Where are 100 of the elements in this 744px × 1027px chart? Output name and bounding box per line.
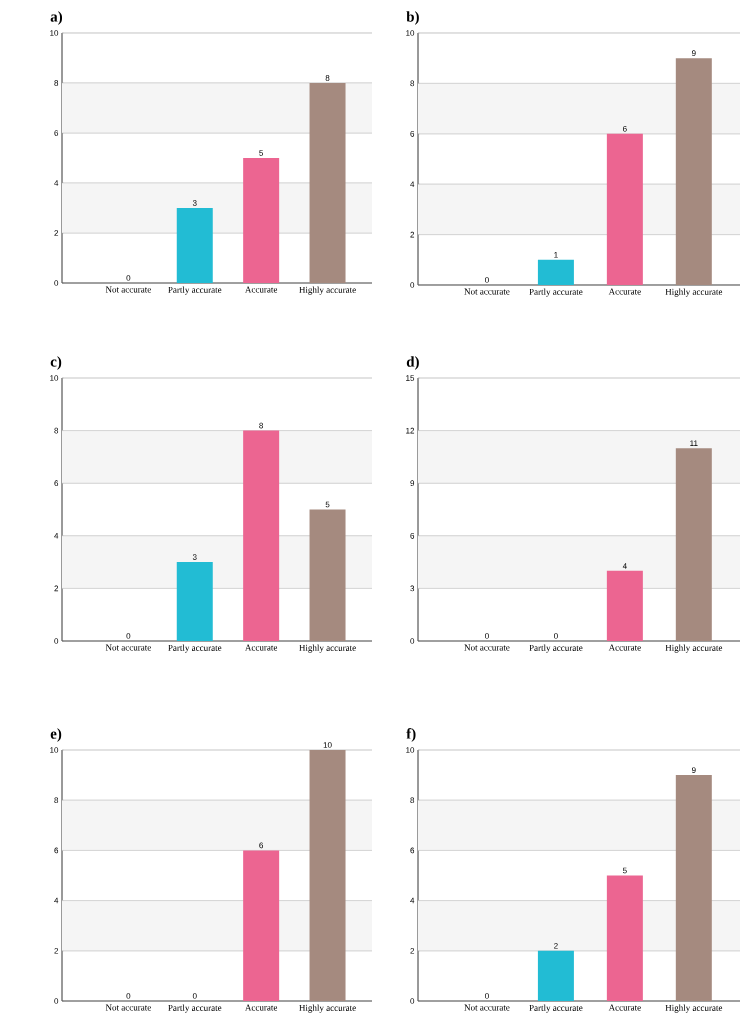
y-tick-label: 6 <box>410 847 415 854</box>
bar <box>675 775 712 1002</box>
x-tick-label: Highly accurate <box>665 1004 723 1013</box>
y-tick-label: 8 <box>54 80 59 86</box>
bar <box>309 83 346 283</box>
chart-title: d) <box>406 356 419 370</box>
x-tick-label: Highly accurate <box>299 1004 356 1013</box>
y-tick-label: 8 <box>54 797 59 804</box>
data-label: 6 <box>259 842 264 849</box>
y-tick-label: 0 <box>54 998 59 1004</box>
y-tick-label: 10 <box>50 30 59 36</box>
x-tick-label: Not accurate <box>105 286 151 293</box>
data-label: 6 <box>623 125 627 132</box>
bar <box>537 950 574 1002</box>
bar <box>243 430 280 642</box>
y-tick-label: 6 <box>54 847 59 854</box>
x-tick-label: Not accurate <box>105 644 151 651</box>
y-tick-label: 2 <box>54 230 59 236</box>
y-tick-label: 4 <box>410 897 415 904</box>
x-tick-label: Not accurate <box>464 644 510 651</box>
y-tick-label: 6 <box>410 130 415 137</box>
data-label: 8 <box>325 75 330 81</box>
bar <box>176 208 213 283</box>
data-label: 0 <box>485 633 489 639</box>
data-label: 0 <box>126 993 131 999</box>
x-tick-label: Not accurate <box>464 288 510 295</box>
data-label: 2 <box>554 943 558 949</box>
data-label: 11 <box>690 440 698 446</box>
data-label: 4 <box>622 563 627 569</box>
x-tick-label: Accurate <box>608 288 641 295</box>
y-tick-label: 10 <box>406 747 415 753</box>
y-tick-label: 4 <box>54 897 59 904</box>
y-tick-label: 9 <box>410 480 415 487</box>
y-tick-label: 2 <box>54 585 59 592</box>
data-label: 0 <box>126 275 131 281</box>
y-tick-label: 6 <box>54 130 59 136</box>
chart-title: e) <box>50 728 62 742</box>
x-tick-label: Accurate <box>245 644 278 651</box>
y-tick-label: 4 <box>54 180 59 186</box>
y-tick-label: 0 <box>410 638 415 644</box>
data-label: 0 <box>192 993 197 999</box>
bar <box>675 58 712 285</box>
y-tick-label: 2 <box>410 948 415 954</box>
x-tick-label: Partly accurate <box>168 286 222 295</box>
bar <box>176 562 213 642</box>
y-tick-label: 4 <box>54 533 59 539</box>
y-tick-label: 2 <box>410 231 415 238</box>
bar <box>243 158 280 283</box>
data-label: 0 <box>485 993 489 999</box>
bar <box>606 875 643 1002</box>
x-tick-label: Highly accurate <box>665 288 723 297</box>
x-tick-label: Partly accurate <box>529 288 583 297</box>
y-tick-label: 10 <box>406 30 415 36</box>
data-label: 0 <box>554 633 558 639</box>
data-label: 9 <box>691 50 696 56</box>
y-tick-label: 6 <box>54 480 59 487</box>
data-label: 5 <box>259 150 264 156</box>
y-tick-label: 0 <box>410 998 415 1004</box>
data-label: 0 <box>485 277 489 283</box>
y-tick-label: 12 <box>406 427 415 434</box>
data-label: 10 <box>323 742 332 748</box>
x-tick-label: Highly accurate <box>665 644 723 653</box>
y-tick-label: 2 <box>54 948 59 954</box>
data-label: 3 <box>192 554 197 560</box>
data-label: 1 <box>554 252 558 258</box>
y-tick-label: 3 <box>410 585 415 592</box>
data-label: 5 <box>325 501 330 508</box>
y-tick-label: 8 <box>54 427 59 434</box>
x-tick-label: Highly accurate <box>299 286 356 295</box>
y-tick-label: 8 <box>410 797 415 804</box>
y-tick-label: 10 <box>50 747 59 753</box>
x-tick-label: Partly accurate <box>529 644 583 653</box>
y-tick-label: 6 <box>410 532 415 539</box>
y-tick-label: 0 <box>54 638 59 644</box>
x-tick-label: Not accurate <box>105 1004 151 1011</box>
chart-title: a) <box>50 11 63 25</box>
chart-title: c) <box>50 356 62 370</box>
x-tick-label: Accurate <box>608 1004 641 1011</box>
x-tick-label: Accurate <box>245 1004 278 1011</box>
x-tick-label: Partly accurate <box>529 1004 583 1013</box>
y-tick-label: 0 <box>410 282 415 288</box>
chart-title: b) <box>406 11 419 25</box>
y-tick-label: 10 <box>50 375 59 381</box>
bar <box>606 133 643 285</box>
data-label: 3 <box>192 200 197 206</box>
data-label: 0 <box>126 633 131 639</box>
bar <box>309 509 346 642</box>
y-tick-label: 8 <box>410 80 415 87</box>
chart-title: f) <box>406 728 416 742</box>
y-tick-label: 0 <box>54 280 59 286</box>
x-tick-label: Accurate <box>245 286 278 293</box>
data-label: 9 <box>691 767 696 773</box>
x-tick-label: Accurate <box>608 644 641 651</box>
data-label: 8 <box>259 422 264 429</box>
x-tick-label: Highly accurate <box>299 644 356 653</box>
y-tick-label: 15 <box>406 375 415 381</box>
y-tick-label: 4 <box>410 181 415 187</box>
data-label: 5 <box>622 867 627 874</box>
x-tick-label: Partly accurate <box>168 644 222 653</box>
bar <box>537 259 574 285</box>
